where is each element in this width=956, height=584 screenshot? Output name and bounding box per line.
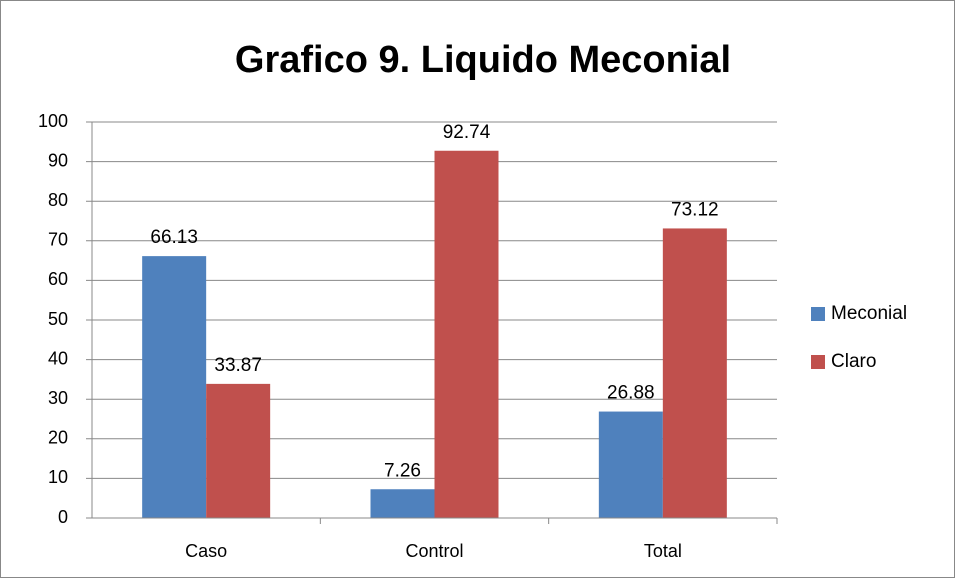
data-label: 92.74 xyxy=(443,122,491,143)
data-label: 7.26 xyxy=(384,460,421,481)
bar xyxy=(662,228,727,518)
y-tick-label: 10 xyxy=(48,467,68,487)
data-label: 73.12 xyxy=(671,199,719,220)
y-tick-label: 40 xyxy=(48,348,68,368)
data-label: 33.87 xyxy=(214,355,262,376)
y-tick-label: 0 xyxy=(58,507,68,527)
x-tick-label: Total xyxy=(644,541,682,561)
x-tick-label: Control xyxy=(405,541,463,561)
legend-label: Claro xyxy=(831,351,876,372)
y-tick-label: 80 xyxy=(48,190,68,210)
bar xyxy=(598,411,663,518)
chart-title: Grafico 9. Liquido Meconial xyxy=(235,39,731,81)
y-tick-label: 30 xyxy=(48,388,68,408)
bar xyxy=(142,256,207,518)
y-tick-label: 90 xyxy=(48,150,68,170)
legend-label: Meconial xyxy=(831,303,907,324)
legend-swatch xyxy=(811,355,825,369)
y-tick-label: 50 xyxy=(48,309,68,329)
x-tick-label: Caso xyxy=(185,541,227,561)
bar xyxy=(206,383,271,518)
y-tick-label: 60 xyxy=(48,269,68,289)
y-tick-label: 20 xyxy=(48,428,68,448)
bar xyxy=(434,150,499,518)
y-tick-label: 100 xyxy=(38,111,68,131)
legend-swatch xyxy=(811,307,825,321)
bar xyxy=(370,489,435,518)
data-label: 26.88 xyxy=(607,383,655,404)
data-label: 66.13 xyxy=(150,227,198,248)
y-tick-label: 70 xyxy=(48,230,68,250)
